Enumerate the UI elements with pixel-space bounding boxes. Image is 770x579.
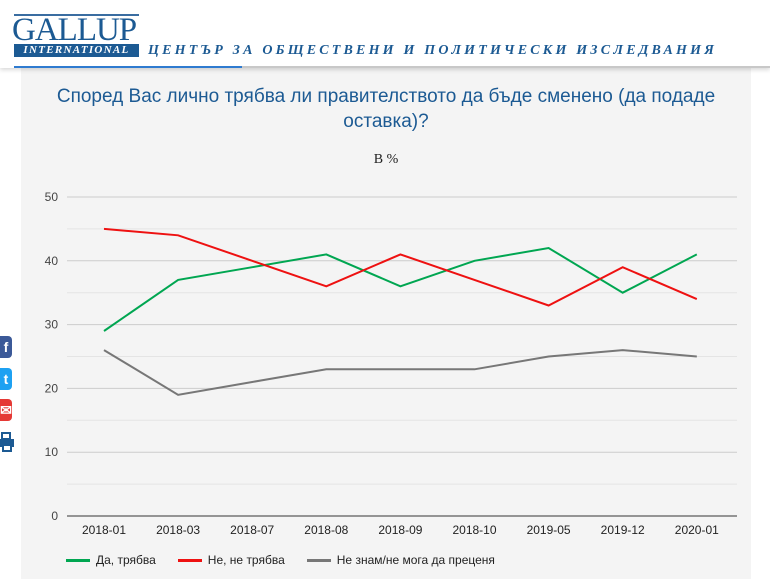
logo-rule <box>14 14 139 16</box>
y-tick-label: 20 <box>45 381 59 395</box>
print-button[interactable] <box>0 431 14 453</box>
x-tick-label: 2018-03 <box>156 523 200 537</box>
chart-title: Според Вас лично трябва ли правителствот… <box>56 86 716 132</box>
chart-panel <box>21 68 751 579</box>
x-tick-label: 2018-10 <box>452 523 496 537</box>
site-header: GALLUP INTERNATIONAL ЦЕНТЪР ЗА ОБЩЕСТВЕН… <box>0 0 770 68</box>
legend-label: Да, трябва <box>96 553 156 567</box>
x-tick-label: 2019-05 <box>527 523 571 537</box>
gallup-logo[interactable]: GALLUP <box>12 12 137 48</box>
facebook-icon: f <box>3 339 9 355</box>
x-tick-label: 2019-12 <box>601 523 645 537</box>
legend-swatch-red <box>177 558 202 562</box>
x-tick-label: 2018-09 <box>378 523 422 537</box>
header-accent-line <box>14 66 242 68</box>
site-tagline: ЦЕНТЪР ЗА ОБЩЕСТВЕНИ И ПОЛИТИЧЕСКИ ИЗСЛЕ… <box>148 43 718 58</box>
x-tick-label: 2018-08 <box>304 523 348 537</box>
y-tick-label: 40 <box>45 254 59 268</box>
x-tick-label: 2018-01 <box>82 523 126 537</box>
facebook-share-button[interactable]: f <box>0 336 12 358</box>
legend-swatch-gray <box>306 558 331 562</box>
legend-label: Не, не трябва <box>207 553 285 567</box>
chart-legend: Да, трябва Не, не трябва Не знам/не мога… <box>66 553 517 567</box>
chart-subtitle: В % <box>373 152 399 167</box>
y-tick-label: 50 <box>45 190 59 204</box>
legend-item-no[interactable]: Не, не трябва <box>177 553 285 567</box>
y-tick-label: 10 <box>45 445 59 459</box>
twitter-share-button[interactable]: t <box>0 368 12 390</box>
twitter-icon: t <box>3 371 9 387</box>
gallup-logo-subtitle[interactable]: INTERNATIONAL <box>14 44 139 57</box>
print-icon <box>0 432 14 452</box>
y-tick-label: 30 <box>45 318 59 332</box>
y-tick-label: 0 <box>51 509 58 523</box>
legend-label: Не знам/не мога да преценя <box>336 553 495 567</box>
mail-icon: ✉ <box>0 402 12 418</box>
series-line-1 <box>103 227 698 307</box>
legend-item-yes[interactable]: Да, трябва <box>66 553 156 567</box>
mail-share-button[interactable]: ✉ <box>0 399 12 421</box>
legend-swatch-green <box>66 558 90 562</box>
legend-item-dont-know[interactable]: Не знам/не мога да преценя <box>306 553 495 567</box>
x-tick-label: 2020-01 <box>675 523 719 537</box>
x-tick-label: 2018-07 <box>230 523 274 537</box>
header-divider <box>242 66 770 68</box>
